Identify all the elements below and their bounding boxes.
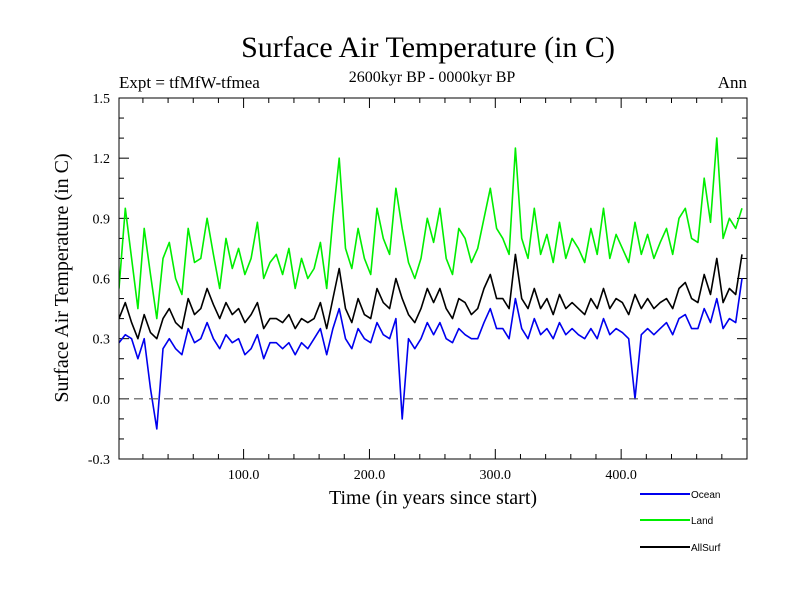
- y-tick-label: 0.0: [93, 393, 111, 408]
- legend-label-ocean: Ocean: [691, 490, 720, 501]
- season-label: Ann: [718, 73, 748, 92]
- y-axis-title: Surface Air Temperature (in C): [51, 153, 73, 402]
- y-tick-label: 0.9: [93, 212, 111, 227]
- x-tick-label: 400.0: [605, 468, 637, 483]
- series-line-allsurf: [119, 253, 743, 340]
- axes-ticks: [119, 97, 747, 460]
- x-tick-label: 200.0: [354, 468, 386, 483]
- y-tick-label: 1.2: [93, 152, 111, 167]
- plot-frame: [118, 97, 748, 460]
- x-tick-label: 300.0: [480, 468, 512, 483]
- x-tick-label: 100.0: [228, 468, 260, 483]
- series-line-land: [119, 137, 743, 320]
- legend: Ocean Land AllSurf: [640, 490, 721, 554]
- x-axis-title: Time (in years since start): [329, 487, 537, 509]
- y-tick-label: 0.3: [93, 333, 111, 348]
- expt-label: Expt = tfMfW-tfmea: [119, 73, 260, 92]
- series-line-ocean: [119, 278, 743, 430]
- y-tick-label: 1.5: [93, 92, 111, 107]
- legend-label-allsurf: AllSurf: [691, 543, 721, 554]
- chart-title: Surface Air Temperature (in C): [241, 31, 615, 64]
- y-tick-label: 0.6: [93, 273, 111, 288]
- y-tick-label: -0.3: [88, 453, 110, 468]
- tick-labels: -0.3 0.0 0.3 0.6 0.9 1.2 1.5 100.0 200.0 300.0 400…: [88, 92, 637, 483]
- legend-label-land: Land: [691, 516, 713, 527]
- chart-subtitle: 2600kyr BP - 0000kyr BP: [349, 69, 516, 86]
- series-group: [119, 137, 743, 430]
